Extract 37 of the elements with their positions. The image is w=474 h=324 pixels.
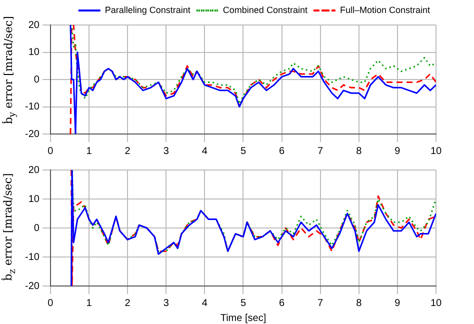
y-tick-label: 0 xyxy=(34,74,40,86)
y-tick-label: 20 xyxy=(28,20,40,31)
x-tick-label: 0 xyxy=(48,146,54,157)
y-tick-label: 10 xyxy=(28,47,40,58)
y-tick-label: -20 xyxy=(25,280,40,292)
x-tick-label: 0 xyxy=(48,298,54,309)
x-tick-label: 4 xyxy=(202,298,208,309)
x-tick-label: 10 xyxy=(430,146,442,157)
legend-label: Full–Motion Constraint xyxy=(340,4,430,15)
legend-label: Paralleling Constraint xyxy=(104,4,191,15)
x-tick-label: 1 xyxy=(86,146,92,157)
x-tick-label: 7 xyxy=(318,298,324,309)
x-tick-label: 5 xyxy=(240,146,246,157)
x-tick-label: 5 xyxy=(240,298,246,309)
x-tick-label: 6 xyxy=(279,146,285,157)
y-tick-label: -20 xyxy=(25,128,40,140)
x-tick-label: 3 xyxy=(163,146,170,157)
line-series xyxy=(70,25,436,105)
x-tick-label: 2 xyxy=(124,146,131,157)
x-tick-label: 10 xyxy=(430,298,442,309)
x-tick-label: 9 xyxy=(394,146,401,157)
x-tick-label: 9 xyxy=(394,298,401,309)
y-tick-label: 0 xyxy=(34,222,40,234)
x-tick-label: 8 xyxy=(356,298,362,309)
x-tick-label: 4 xyxy=(202,146,208,157)
x-tick-label: 6 xyxy=(279,298,285,309)
y-tick-label: -10 xyxy=(25,252,40,263)
x-tick-label: 1 xyxy=(86,298,92,309)
y-tick-label: -10 xyxy=(25,102,40,112)
x-tick-label: 8 xyxy=(356,146,362,157)
y-tick-label: 20 xyxy=(28,164,40,176)
x-tick-label: 7 xyxy=(318,146,324,157)
x-tick-label: 2 xyxy=(124,298,131,309)
legend-label: Combined Constraint xyxy=(222,4,308,15)
x-tick-label: 3 xyxy=(163,298,170,309)
x-axis-title: Time [sec] xyxy=(220,312,266,324)
y-tick-label: 10 xyxy=(28,194,40,205)
